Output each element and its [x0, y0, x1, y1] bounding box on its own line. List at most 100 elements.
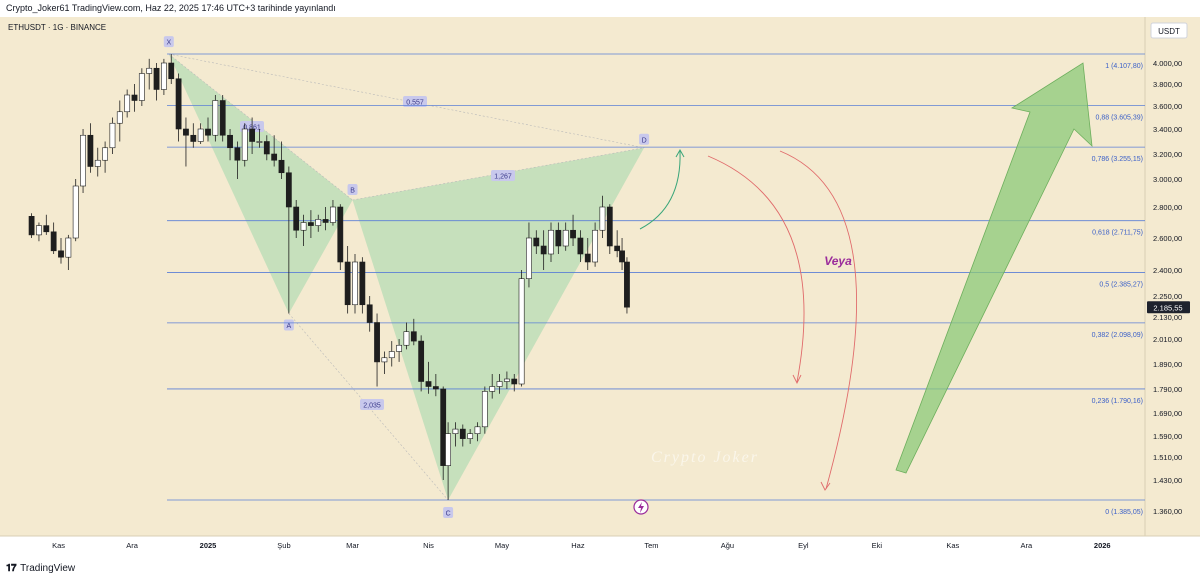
- candle: [109, 117, 116, 154]
- candle: [425, 361, 432, 394]
- candle-body: [396, 344, 402, 352]
- candle: [540, 230, 547, 270]
- teal-curve-arrow: [639, 150, 681, 230]
- lightning-icon[interactable]: [633, 499, 649, 515]
- footer-brand: TradingView: [20, 562, 76, 574]
- symbol-label: ETHUSDT · 1G · BINANCE: [8, 23, 106, 32]
- candle-body: [131, 94, 138, 101]
- candle: [410, 318, 417, 346]
- candle: [445, 422, 451, 500]
- candle: [496, 374, 503, 394]
- candle-body: [425, 381, 432, 387]
- pattern-point-label: X: [166, 40, 171, 47]
- candle-body: [300, 222, 307, 231]
- fib-level-label: 0 (1.385,05): [1105, 509, 1143, 516]
- candle-body: [80, 134, 86, 187]
- candle-body: [599, 206, 606, 231]
- candle-body: [50, 231, 57, 252]
- price-tick-label: 1.430,00: [1153, 476, 1182, 485]
- candle-body: [72, 185, 79, 239]
- pattern-point-label: B: [350, 188, 355, 195]
- candle-body: [161, 62, 167, 90]
- publish-header: Crypto_Joker61 TradingView.com, Haz 22, …: [6, 3, 336, 13]
- candle: [418, 335, 425, 392]
- price-tick-label: 1.890,00: [1153, 360, 1182, 369]
- candle: [570, 214, 576, 246]
- candle: [293, 200, 300, 238]
- pattern-point-badge: [347, 184, 358, 195]
- candle-body: [153, 67, 160, 90]
- candle-body: [403, 331, 410, 346]
- candle: [161, 58, 167, 95]
- price-tick-label: 2.800,00: [1153, 203, 1182, 212]
- candle-body: [116, 111, 123, 124]
- plot-background: [0, 17, 1145, 536]
- candle-body: [418, 340, 425, 382]
- candle: [219, 95, 226, 142]
- time-tick-label: Kas: [52, 541, 65, 550]
- time-tick-label: Tem: [644, 541, 658, 550]
- veya-annotation: Veya: [824, 254, 852, 268]
- candle-body: [459, 428, 466, 439]
- pattern-ratio-label: 0,557: [406, 100, 424, 107]
- candle-body: [366, 304, 373, 323]
- candle: [65, 234, 72, 270]
- current-price-tag: 2.185,55: [1147, 301, 1190, 314]
- pattern-point-badge: [443, 507, 454, 518]
- candle: [36, 222, 42, 242]
- candle: [337, 204, 344, 270]
- pattern-point-label: A: [287, 323, 292, 330]
- price-axis[interactable]: 4.000,00 3.800,00 3.600,00 3.400,00 3.200,00…: [1147, 59, 1190, 516]
- candle-body: [205, 128, 211, 136]
- candle: [116, 100, 123, 142]
- candle-body: [570, 229, 576, 239]
- candle-body: [293, 206, 300, 231]
- candle: [577, 230, 584, 262]
- time-axis[interactable]: Kas Ara 2025 Şub Mar Nis May Haz Tem Ağu Eyl Eki Kas…: [52, 541, 1111, 550]
- candle: [526, 222, 532, 288]
- price-axis-background[interactable]: [1145, 17, 1200, 536]
- fib-level-label: 0,618 (2.711,75): [1092, 230, 1143, 237]
- pattern-ratio-label: 2,035: [363, 403, 381, 410]
- candle-body: [548, 229, 554, 255]
- red-curve-long: [779, 150, 858, 490]
- candle: [285, 166, 292, 314]
- watermark: Crypto Joker: [651, 449, 759, 466]
- candle-body: [518, 278, 525, 385]
- candle-body: [241, 128, 248, 161]
- candle-body: [359, 261, 366, 306]
- candle: [432, 374, 439, 397]
- candle: [131, 84, 138, 112]
- candle-body: [146, 67, 153, 74]
- candle: [315, 214, 322, 232]
- candle-body: [271, 153, 278, 161]
- price-tick-label: 1.590,00: [1153, 432, 1182, 441]
- currency-button[interactable]: USDT: [1150, 22, 1188, 39]
- candle: [584, 238, 591, 270]
- price-tick-label: 1.510,00: [1153, 453, 1182, 462]
- candle: [190, 123, 197, 148]
- candle: [28, 213, 35, 238]
- candle-body: [212, 100, 219, 136]
- time-tick-label: 2026: [1094, 541, 1111, 550]
- candle: [278, 141, 285, 179]
- candle: [381, 351, 388, 374]
- time-tick-label: Haz: [571, 541, 585, 550]
- candle: [197, 123, 204, 144]
- candle: [94, 147, 101, 177]
- candle: [102, 141, 108, 173]
- candle: [183, 117, 189, 167]
- time-tick-label: Ara: [126, 541, 139, 550]
- candle-body: [43, 225, 50, 233]
- time-tick-label: 2025: [200, 541, 217, 550]
- candle: [212, 95, 219, 142]
- candle-body: [511, 378, 518, 385]
- candle-body: [432, 386, 439, 390]
- candle-body: [606, 206, 613, 247]
- candle-body: [315, 219, 322, 226]
- candle-body: [474, 426, 481, 434]
- candle-body: [285, 172, 292, 208]
- pattern-ratio: 2,035: [360, 399, 384, 410]
